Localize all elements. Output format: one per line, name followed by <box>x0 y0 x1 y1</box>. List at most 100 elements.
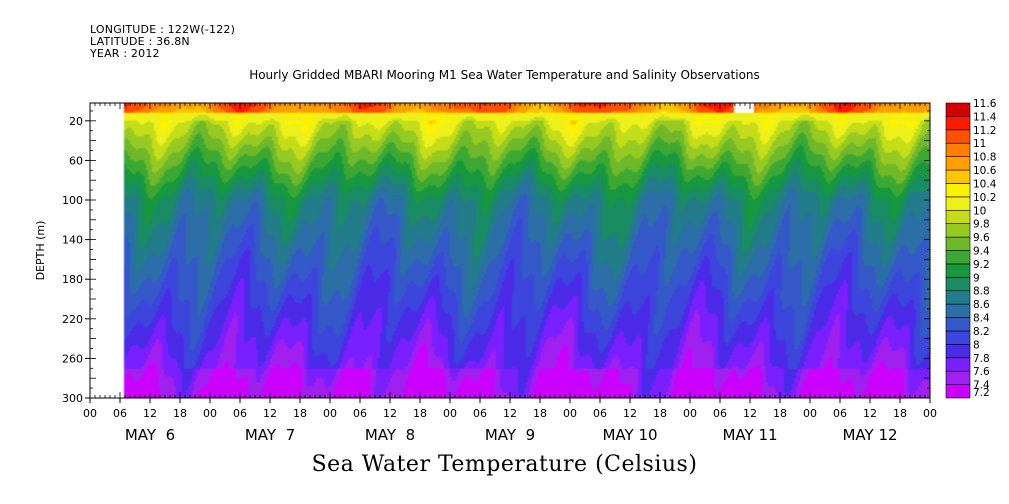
y-tick-label: 100 <box>62 194 83 207</box>
color-bar-label: 8.8 <box>973 286 990 298</box>
x-hour-label: 12 <box>623 407 637 420</box>
x-hour-label: 00 <box>563 407 577 420</box>
color-bar-label: 10.4 <box>973 178 997 190</box>
x-hour-label: 12 <box>263 407 277 420</box>
x-hour-label: 00 <box>683 407 697 420</box>
color-bar-label: 7.6 <box>973 366 990 378</box>
color-bar-swatch <box>945 370 971 385</box>
color-bar-swatch <box>945 236 971 251</box>
color-bar-label: 7.4 <box>973 380 990 392</box>
y-tick-label: 20 <box>69 115 83 128</box>
color-bar-swatch <box>945 357 971 372</box>
y-tick-label: 180 <box>62 273 83 286</box>
color-bar-swatch <box>945 290 971 305</box>
color-bar-swatch <box>945 142 971 157</box>
color-bar-swatch <box>945 196 971 211</box>
x-day-label: MAY 6 <box>125 426 175 444</box>
color-bar-swatch <box>945 169 971 184</box>
header-longitude: LONGITUDE : 122W(-122) <box>90 23 236 36</box>
color-bar-label: 9.2 <box>973 259 990 271</box>
color-bar-label: 11.6 <box>973 98 997 110</box>
color-bar-label: 11.2 <box>973 125 996 137</box>
color-bar-label: 8.2 <box>973 326 990 338</box>
x-hour-label: 06 <box>473 407 487 420</box>
x-hour-label: 06 <box>353 407 367 420</box>
x-hour-label: 12 <box>503 407 517 420</box>
x-hour-label: 00 <box>323 407 337 420</box>
colorbar-title: Sea Water Temperature (Celsius) <box>311 452 698 477</box>
color-bar-swatch <box>945 263 971 278</box>
header-latitude: LATITUDE : 36.8N <box>90 35 190 48</box>
color-bar-label: 8.6 <box>973 299 990 311</box>
x-hour-label: 06 <box>233 407 247 420</box>
color-bar-label: 7.8 <box>973 353 990 365</box>
x-hour-label: 06 <box>593 407 607 420</box>
color-bar-label: 11.4 <box>973 111 997 123</box>
color-bar-swatch <box>945 116 971 131</box>
color-bar-swatch <box>945 183 971 198</box>
color-bar-swatch <box>945 209 971 224</box>
x-hour-label: 00 <box>83 407 97 420</box>
color-bar-label: 10.2 <box>973 192 996 204</box>
color-bar-swatch <box>945 317 971 332</box>
color-bar-label: 11 <box>973 138 986 150</box>
x-day-label: MAY 9 <box>485 426 535 444</box>
x-hour-label: 12 <box>863 407 877 420</box>
color-bar-label: 8 <box>973 339 980 351</box>
color-bar-swatch <box>945 102 971 117</box>
y-tick-label: 300 <box>62 392 83 405</box>
y-tick-label: 140 <box>62 234 83 247</box>
y-tick-label: 60 <box>69 154 83 167</box>
x-hour-label: 18 <box>293 407 307 420</box>
color-bar-swatch <box>945 156 971 171</box>
y-tick-label: 220 <box>62 313 83 326</box>
x-hour-label: 18 <box>893 407 907 420</box>
color-bar-swatch <box>945 303 971 318</box>
color-bar-label: 10.6 <box>973 165 997 177</box>
color-bar-swatch <box>945 129 971 144</box>
color-bar-label: 10.8 <box>973 152 996 164</box>
y-tick-label: 260 <box>62 352 83 365</box>
color-bar-swatch <box>945 330 971 345</box>
color-bar-label: 9.4 <box>973 246 990 258</box>
x-hour-label: 12 <box>143 407 157 420</box>
color-bar-swatch <box>945 250 971 265</box>
x-hour-label: 06 <box>113 407 127 420</box>
x-hour-label: 18 <box>533 407 547 420</box>
chart-title: Hourly Gridded MBARI Mooring M1 Sea Wate… <box>249 68 760 82</box>
x-day-label: MAY 11 <box>722 426 777 444</box>
x-day-label: MAY 12 <box>842 426 897 444</box>
color-bar-label: 9.8 <box>973 219 990 231</box>
x-hour-label: 12 <box>383 407 397 420</box>
x-hour-label: 12 <box>743 407 757 420</box>
color-bar-swatch <box>945 384 971 399</box>
x-hour-label: 06 <box>833 407 847 420</box>
axes: 00 06 12 18 00 06 12 18 00 06 12 18 00 06 12 18 00 06 12 18… <box>34 102 937 444</box>
color-bar-label: 9 <box>973 272 980 284</box>
color-bar-label: 7.2 <box>973 387 990 399</box>
x-hour-label: 00 <box>203 407 217 420</box>
x-hour-label: 06 <box>713 407 727 420</box>
x-day-label: MAY 7 <box>245 426 295 444</box>
x-hour-label: 18 <box>173 407 187 420</box>
color-bar-label: 9.6 <box>973 232 990 244</box>
color-bar-label: 10 <box>973 205 986 217</box>
plot-area <box>90 103 930 398</box>
x-hour-label: 00 <box>443 407 457 420</box>
x-day-label: MAY 8 <box>365 426 415 444</box>
x-day-label: MAY 10 <box>602 426 657 444</box>
color-bar-label: 8.4 <box>973 313 990 325</box>
header-year: YEAR : 2012 <box>90 47 160 60</box>
x-hour-label: 18 <box>773 407 787 420</box>
x-hour-label: 00 <box>923 407 937 420</box>
color-bar-swatch <box>945 344 971 359</box>
temperature-field <box>90 103 930 398</box>
y-axis-label: DEPTH (m) <box>34 221 47 281</box>
x-hour-label: 00 <box>803 407 817 420</box>
color-bar-swatch <box>945 277 971 292</box>
x-hour-label: 18 <box>653 407 667 420</box>
color-bar-swatch <box>945 223 971 238</box>
color-bar: 7.27.4 7.67.8 88.28.4 8.68.8 99.29.4 9.69.8 10… <box>945 98 997 399</box>
x-hour-label: 18 <box>413 407 427 420</box>
